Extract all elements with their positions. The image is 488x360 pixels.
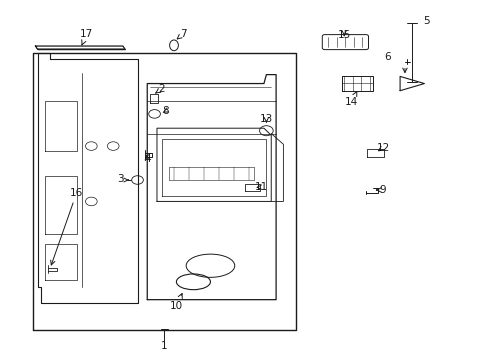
Text: 10: 10 [169,293,183,311]
Text: 1: 1 [161,341,167,351]
Text: 16: 16 [51,188,83,265]
Text: 14: 14 [344,91,357,107]
Text: 13: 13 [259,113,272,123]
Text: 11: 11 [254,182,267,192]
Text: 8: 8 [162,106,169,116]
Text: 7: 7 [177,28,186,39]
Text: 17: 17 [80,29,93,45]
Text: 12: 12 [376,143,389,153]
Text: 3: 3 [117,174,123,184]
Text: 5: 5 [423,16,429,26]
Text: 6: 6 [384,52,390,62]
Text: 15: 15 [337,30,350,40]
Text: 9: 9 [376,185,386,195]
Text: 4: 4 [143,154,150,164]
Text: 2: 2 [155,84,165,94]
